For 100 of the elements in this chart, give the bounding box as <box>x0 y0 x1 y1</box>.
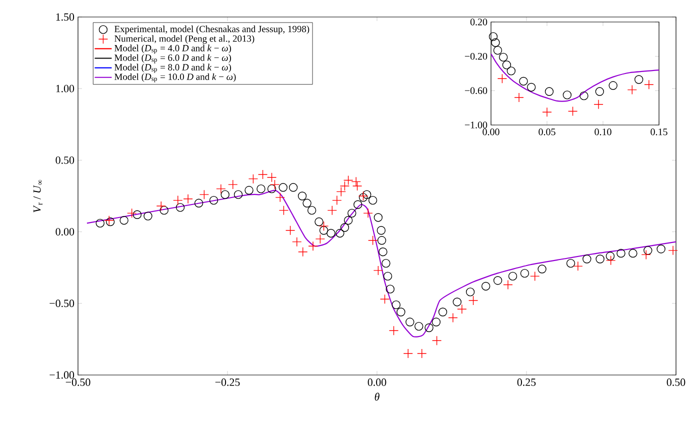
point <box>491 38 500 47</box>
point <box>566 258 576 268</box>
point <box>519 76 528 86</box>
point <box>275 192 285 202</box>
point <box>606 252 615 260</box>
point <box>668 246 678 256</box>
point <box>562 90 572 100</box>
point <box>327 205 337 216</box>
point <box>368 236 378 246</box>
point <box>351 176 361 187</box>
point <box>378 248 388 256</box>
point <box>199 190 210 200</box>
point <box>468 296 478 306</box>
point <box>126 208 137 218</box>
point <box>278 205 289 216</box>
point <box>298 192 307 200</box>
point <box>627 84 637 95</box>
point <box>644 246 652 255</box>
point <box>234 190 243 199</box>
point <box>573 261 583 272</box>
point <box>270 180 280 190</box>
point <box>368 196 378 205</box>
x-tick-label: −0.25 <box>215 378 240 386</box>
point <box>520 268 530 278</box>
line-series <box>86 190 676 338</box>
y-tick-label: −0.50 <box>50 300 74 308</box>
point <box>488 32 498 41</box>
point <box>628 248 638 258</box>
point <box>216 184 226 194</box>
point <box>526 82 536 92</box>
y-tick-label: −0.60 <box>464 87 488 94</box>
point <box>308 241 318 251</box>
point <box>298 247 308 257</box>
point <box>160 206 168 215</box>
x-tick-label: 0.10 <box>594 128 612 136</box>
y-tick-label: −1.00 <box>464 122 488 128</box>
point <box>503 280 513 290</box>
point <box>376 226 386 235</box>
point <box>432 318 441 326</box>
point <box>336 186 346 197</box>
point <box>348 208 356 218</box>
point <box>373 266 384 276</box>
text: Model (D$_{sp}$ = 8.0 D and k − ω) <box>114 64 232 73</box>
point <box>352 181 362 191</box>
legend-label: Numerical, model (Peng et al., 2013) <box>114 35 254 44</box>
point <box>194 198 204 208</box>
point <box>132 210 142 219</box>
point <box>452 298 462 306</box>
point <box>438 308 448 316</box>
point <box>220 190 230 199</box>
point <box>354 200 362 209</box>
point <box>377 236 386 245</box>
point <box>582 254 592 264</box>
point <box>542 107 552 117</box>
point <box>497 74 508 84</box>
point <box>432 336 442 346</box>
y-tick-label: 0.20 <box>470 18 488 26</box>
y-tick-label: 0.00 <box>56 228 74 236</box>
y-tick-label: 1.50 <box>56 13 74 21</box>
point <box>156 201 166 211</box>
point <box>288 183 298 192</box>
y-tick-label: 0.50 <box>56 156 74 164</box>
text: Model (D$_{sp}$ = 6.0 D and k − ω) <box>114 54 232 64</box>
y-tick-label: −0.20 <box>464 52 488 60</box>
point <box>382 258 390 268</box>
point <box>498 52 508 62</box>
point <box>417 348 427 358</box>
point <box>424 323 434 332</box>
point <box>363 208 373 218</box>
point <box>267 184 276 194</box>
point <box>644 80 654 90</box>
point <box>278 183 288 192</box>
point <box>595 87 604 96</box>
point <box>314 217 324 226</box>
point <box>209 196 218 205</box>
point <box>481 282 490 291</box>
point <box>656 244 666 254</box>
x-tick-label: 0.15 <box>650 128 668 136</box>
point <box>388 326 399 336</box>
point <box>228 180 238 190</box>
point <box>594 100 604 110</box>
point <box>176 203 185 212</box>
line-series <box>491 53 660 102</box>
point <box>144 212 152 220</box>
point <box>292 236 302 247</box>
legend-label: Experimental, model (Chesnakas and Jessup, 1998) <box>114 26 310 34</box>
point <box>502 60 512 70</box>
x-tick-label: 0.00 <box>482 128 500 136</box>
point <box>414 322 424 331</box>
point <box>332 195 342 206</box>
point <box>641 250 651 260</box>
point <box>336 228 344 238</box>
point <box>634 75 644 84</box>
point <box>258 170 268 180</box>
point <box>326 228 336 238</box>
point <box>343 175 354 186</box>
point <box>514 92 524 102</box>
point <box>315 234 326 244</box>
point <box>120 216 128 225</box>
point <box>616 248 626 258</box>
